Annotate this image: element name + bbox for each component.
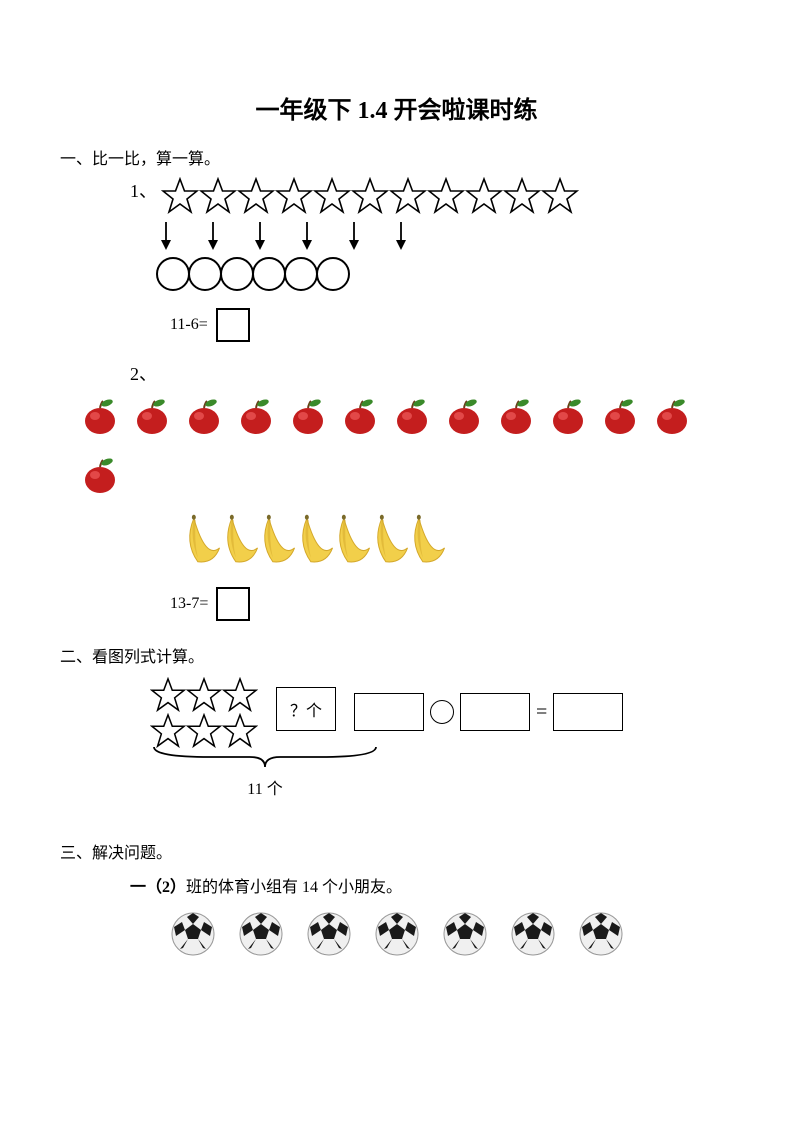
circle-icon <box>156 257 190 291</box>
star-grid-row <box>150 713 258 749</box>
eq-result-box[interactable] <box>553 693 623 731</box>
circle-icon <box>220 257 254 291</box>
q1-equation-text: 11-6= <box>170 316 208 334</box>
apple-icon <box>392 396 432 441</box>
apple-icon <box>600 396 640 441</box>
eq-operator-circle[interactable] <box>430 700 454 724</box>
q1-arrows-row <box>160 222 733 255</box>
q2-bananas-row <box>180 512 733 575</box>
page-title: 一年级下 1.4 开会啦课时练 <box>60 90 733 125</box>
question-2: 2、 13-7= <box>60 360 733 621</box>
star-icon <box>389 177 427 220</box>
arrow-down-icon <box>348 222 360 255</box>
apple-icon <box>496 396 536 441</box>
star-icon <box>237 177 275 220</box>
section-2: 二、看图列式计算。 ？个 = 11 个 <box>60 643 733 799</box>
soccer-ball-icon <box>238 911 284 962</box>
arrow-down-icon <box>301 222 313 255</box>
star-icon <box>465 177 503 220</box>
eq-equals-sign: = <box>536 701 547 724</box>
arrow-down-icon <box>160 222 172 255</box>
q1-circles-row <box>156 257 733 296</box>
qmark-box: ？个 <box>276 687 336 731</box>
apple-icon <box>548 396 588 441</box>
soccer-ball-icon <box>170 911 216 962</box>
q3-text-prefix: 一（2） <box>130 879 186 896</box>
arrow-down-icon <box>207 222 219 255</box>
eq-operand2-box[interactable] <box>460 693 530 731</box>
q1-equation: 11-6= <box>170 308 733 342</box>
banana-icon <box>405 512 449 575</box>
apple-icon <box>80 396 120 441</box>
star-icon <box>427 177 465 220</box>
star-icon <box>351 177 389 220</box>
apple-icon <box>236 396 276 441</box>
star-icon <box>275 177 313 220</box>
star-icon <box>222 736 258 753</box>
q1-answer-box[interactable] <box>216 308 250 342</box>
star-icon <box>186 736 222 753</box>
star-icon <box>541 177 579 220</box>
soccer-ball-icon <box>442 911 488 962</box>
soccer-ball-icon <box>306 911 352 962</box>
q1-stars-row <box>161 177 579 220</box>
q3-text: 一（2）班的体育小组有 14 个小朋友。 <box>130 873 733 897</box>
section-1: 一、比一比，算一算。 1、 11-6= 2、 13-7= <box>60 145 733 621</box>
question-1: 1、 11-6= <box>60 177 733 342</box>
circle-icon <box>316 257 350 291</box>
equation-boxes: = <box>354 693 623 731</box>
section-3: 三、解决问题。 一（2）班的体育小组有 14 个小朋友。 <box>60 839 733 962</box>
balls-row <box>170 911 733 962</box>
circle-icon <box>188 257 222 291</box>
apple-icon <box>652 396 692 441</box>
apple-icon <box>288 396 328 441</box>
q3-text-suffix: 班的体育小组有 14 个小朋友。 <box>186 879 402 896</box>
soccer-ball-icon <box>374 911 420 962</box>
q2-equation: 13-7= <box>170 587 733 621</box>
arrow-down-icon <box>395 222 407 255</box>
eq-operand1-box[interactable] <box>354 693 424 731</box>
q2-answer-box[interactable] <box>216 587 250 621</box>
circle-icon <box>252 257 286 291</box>
s2-star-grid <box>150 677 258 749</box>
star-icon <box>161 177 199 220</box>
star-icon <box>313 177 351 220</box>
circle-icon <box>284 257 318 291</box>
apple-icon <box>340 396 380 441</box>
brace-label: 11 个 <box>150 775 380 799</box>
q1-number: 1、 <box>130 177 157 203</box>
soccer-ball-icon <box>578 911 624 962</box>
q2-apples-row1 <box>80 396 733 441</box>
q2-equation-text: 13-7= <box>170 595 208 613</box>
apple-icon <box>184 396 224 441</box>
apple-icon <box>80 455 120 500</box>
star-grid-row <box>150 677 258 713</box>
q2-apples-row2 <box>80 455 733 500</box>
section1-label: 一、比一比，算一算。 <box>60 145 733 169</box>
soccer-ball-icon <box>510 911 556 962</box>
section2-label: 二、看图列式计算。 <box>60 643 733 667</box>
apple-icon <box>444 396 484 441</box>
star-icon <box>503 177 541 220</box>
arrow-down-icon <box>254 222 266 255</box>
section3-label: 三、解决问题。 <box>60 839 733 863</box>
star-icon <box>199 177 237 220</box>
apple-icon <box>132 396 172 441</box>
q2-number: 2、 <box>130 360 733 386</box>
